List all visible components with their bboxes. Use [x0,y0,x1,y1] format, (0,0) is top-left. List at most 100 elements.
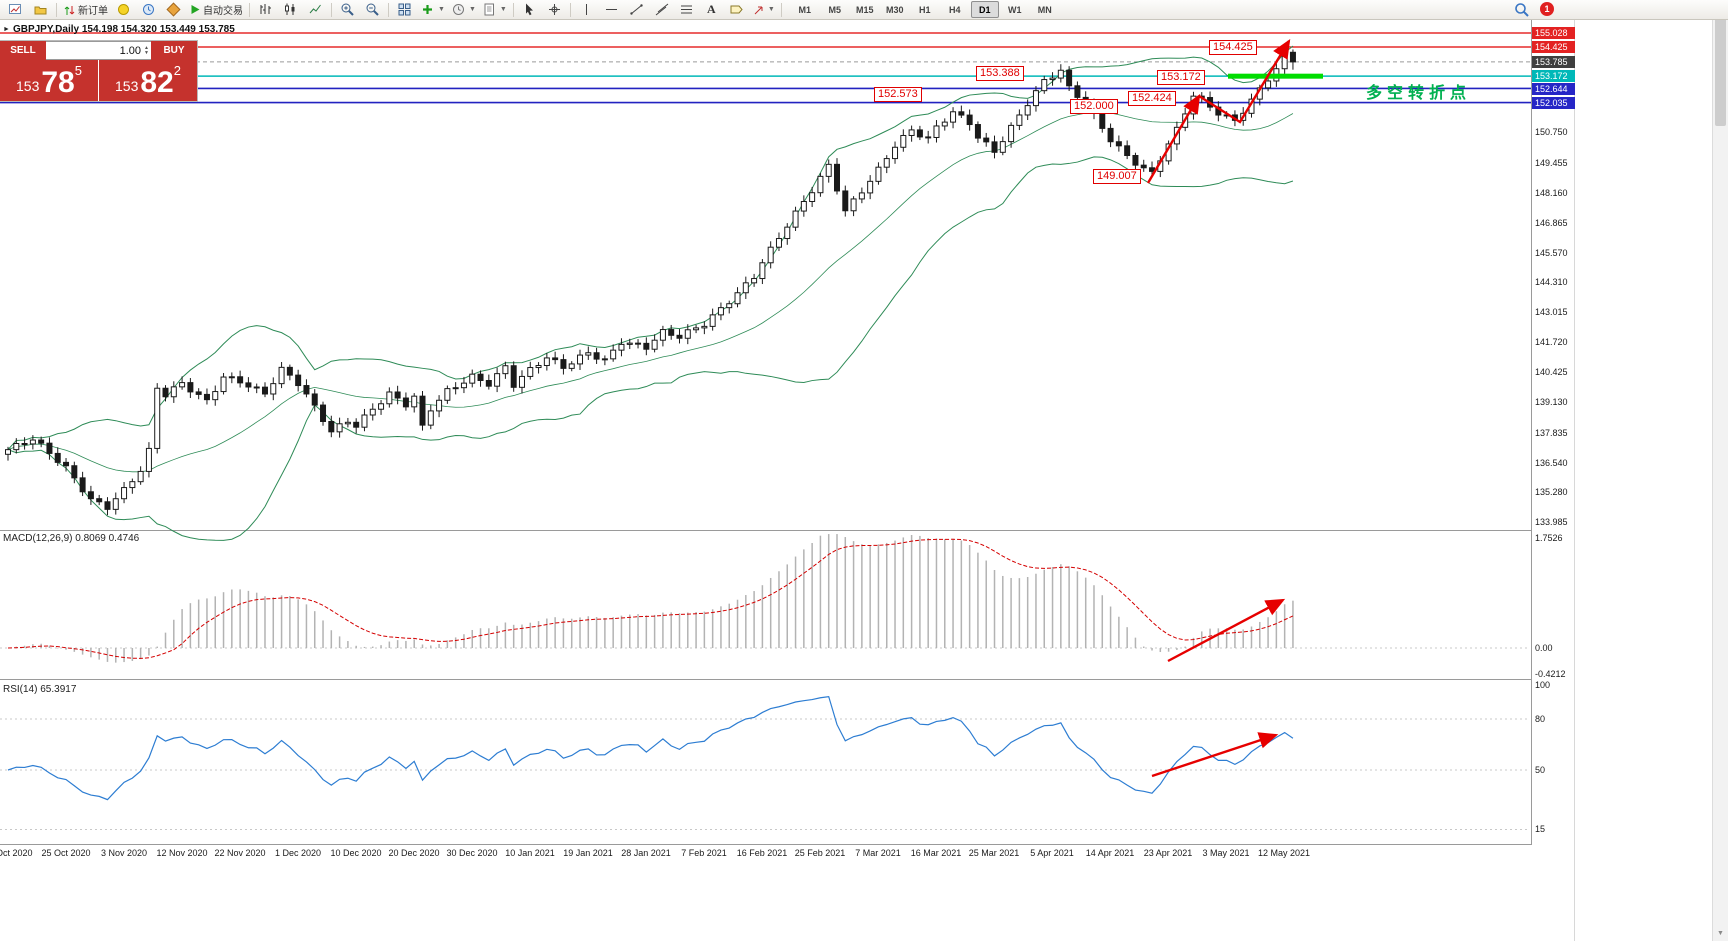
search-button[interactable] [1514,2,1530,18]
timeframe-m15[interactable]: M15 [855,4,874,15]
chevron-down-icon: ▼ [767,6,775,13]
periods-button[interactable]: ▼ [448,0,479,19]
bid-price-button[interactable]: 153 78 5 [0,60,98,101]
scale-price-box: 153.785 [1532,56,1575,68]
rsi-scale-value: 50 [1535,765,1546,775]
volume-value: 1.00 [119,44,142,57]
chevron-down-icon: ▼ [468,6,476,13]
timeframe-mn[interactable]: MN [1037,4,1052,15]
new-order-button[interactable]: 新订单 [60,0,111,19]
new-chart-button[interactable] [3,0,28,19]
channel-tool-button[interactable] [649,0,674,19]
date-label: 19 Jan 2021 [563,848,613,858]
timeframe-m1[interactable]: M1 [798,4,811,15]
price-tick: 144.310 [1535,277,1568,288]
notification-count: 1 [1540,2,1554,16]
price-tick: 137.835 [1535,427,1568,438]
arrows-tool-button[interactable]: ▼ [749,0,778,19]
crosshair-tool-button[interactable] [542,0,567,19]
toolbar-separator [512,2,514,17]
ask-price-button[interactable]: 153 82 2 [99,60,197,101]
tile-windows-button[interactable] [392,0,417,19]
buy-button[interactable]: BUY [151,41,197,60]
price-tick: 148.160 [1535,187,1568,198]
volume-spinner[interactable]: ▲ ▼ [144,44,149,56]
chart-canvas[interactable] [0,0,1532,845]
timeframe-d1[interactable]: D1 [970,1,999,18]
date-label: 10 Jan 2021 [505,848,555,858]
price-tick: 141.720 [1535,337,1568,348]
date-label: 12 May 2021 [1257,848,1311,858]
ask-sup-digit: 2 [173,63,181,78]
line-chart-mode-button[interactable] [303,0,328,19]
date-label: 5 Apr 2021 [1030,848,1074,858]
fibonacci-tool-button[interactable] [674,0,699,19]
vertical-line-tool-button[interactable] [574,0,599,19]
bid-big-digits: 78 [41,66,75,99]
timeframe-m30[interactable]: M30 [885,4,904,15]
timeframe-w1[interactable]: W1 [1008,4,1022,15]
one-click-trading-panel: SELL 1.00 ▲ ▼ BUY 153 78 5 153 82 2 [0,41,197,101]
main-toolbar: 新订单 自动交易 ▼ ▼ ▼ [0,0,1728,20]
bid-sup-digit: 5 [74,63,82,78]
scroll-thumb[interactable] [1715,16,1726,126]
price-tick: 145.570 [1535,247,1568,258]
price-tick: 139.130 [1535,397,1568,408]
date-label: 22 Nov 2020 [214,848,266,858]
timeframe-h4[interactable]: H4 [948,4,961,15]
auto-trading-label: 自动交易 [203,6,243,17]
candle-chart-mode-button[interactable] [278,0,303,19]
toolbar-separator [249,2,250,17]
date-label: 23 Apr 2021 [1143,848,1193,858]
date-label: 28 Jan 2021 [621,848,671,858]
date-label: 15 Oct 2020 [0,848,33,858]
market-watch-icon[interactable] [136,0,161,19]
date-label: 20 Dec 2020 [388,848,440,858]
sell-button[interactable]: SELL [0,41,46,60]
indicators-button[interactable]: ▼ [417,0,448,19]
bar-chart-mode-button[interactable] [253,0,278,19]
toolbar-separator [331,2,332,17]
horizontal-line-tool-button[interactable] [599,0,624,19]
price-tick: 146.865 [1535,217,1568,228]
toolbar-separator [388,2,389,17]
date-label: 3 May 2021 [1202,848,1250,858]
price-tick: 140.425 [1535,367,1568,378]
macd-scale-value: 0.00 [1535,643,1553,653]
chevron-down-icon: ▼ [438,6,445,13]
auto-trading-button[interactable]: 自动交易 [186,0,246,19]
scroll-down-arrow[interactable]: ▼ [1717,930,1724,937]
scale-price-box: 152.644 [1532,83,1575,95]
date-label: 14 Apr 2021 [1085,848,1135,858]
scale-price-box: 153.172 [1532,70,1575,82]
price-tick: 136.540 [1535,457,1568,468]
date-label: 25 Mar 2021 [968,848,1020,858]
notification-badge[interactable]: 1 [1540,2,1554,16]
trendline-tool-button[interactable] [624,0,649,19]
timeframe-m5[interactable]: M5 [828,4,841,15]
price-tick: 133.985 [1535,517,1568,528]
date-label: 16 Feb 2021 [736,848,788,858]
zoom-out-button[interactable] [360,0,385,19]
vertical-scrollbar[interactable]: ▲ ▼ [1712,0,1728,941]
strategy-icon[interactable] [161,0,186,19]
bid-prefix: 153 [16,78,40,94]
timeframe-h1[interactable]: H1 [918,4,931,15]
text-tool-button[interactable]: A [706,2,716,16]
cursor-tool-button[interactable] [517,0,542,19]
date-label: 16 Mar 2021 [910,848,962,858]
metaeditor-icon[interactable] [111,0,136,19]
toolbar-separator [569,2,571,17]
new-order-label: 新订单 [78,6,108,17]
price-tick: 143.015 [1535,307,1568,318]
profiles-button[interactable] [28,0,53,19]
chevron-down-icon: ▼ [499,6,507,13]
volume-input[interactable]: 1.00 ▲ ▼ [46,41,151,60]
zoom-in-button[interactable] [335,0,360,19]
date-label: 25 Oct 2020 [41,848,91,858]
chart-window-border [1574,20,1575,941]
toolbar-separator [56,2,57,17]
templates-button[interactable]: ▼ [479,0,510,19]
label-tool-button[interactable] [724,0,749,19]
